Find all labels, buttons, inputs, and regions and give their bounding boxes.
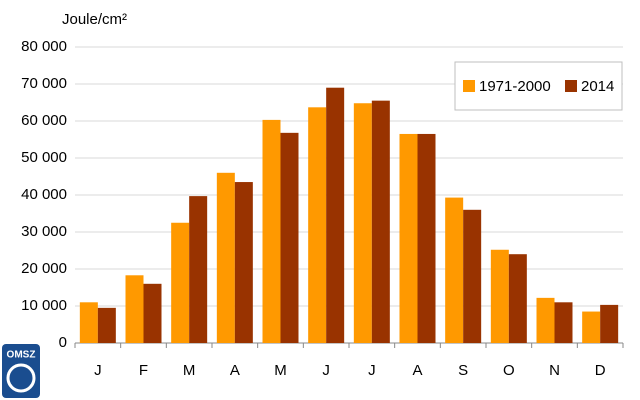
x-tick-label: N <box>549 362 560 379</box>
bar <box>234 182 253 343</box>
bar <box>280 132 299 343</box>
bar <box>417 133 436 343</box>
legend-swatch <box>565 80 577 92</box>
y-tick-label: 70 000 <box>21 75 67 92</box>
legend-box <box>454 61 623 111</box>
x-tick-label: M <box>274 362 287 379</box>
y-tick-label: 20 000 <box>21 260 67 277</box>
x-tick-label: S <box>458 362 468 379</box>
y-tick-label: 50 000 <box>21 149 67 166</box>
bar <box>445 197 464 343</box>
x-tick-label: J <box>368 362 376 379</box>
legend-label: 1971-2000 <box>479 78 551 95</box>
logo-text: OMSZ <box>7 350 36 361</box>
y-tick-label: 40 000 <box>21 186 67 203</box>
y-tick-label: 0 <box>59 334 67 351</box>
bar <box>262 119 281 343</box>
legend-label: 2014 <box>581 78 614 95</box>
bar <box>97 307 116 343</box>
bar <box>536 297 555 343</box>
bar <box>189 196 208 343</box>
logo: OMSZ <box>2 344 40 398</box>
y-tick-label: 60 000 <box>21 112 67 129</box>
x-tick-label: F <box>139 362 148 379</box>
bar <box>143 283 162 343</box>
bar <box>125 275 144 343</box>
logo-emblem <box>6 363 36 393</box>
bar <box>216 172 235 343</box>
bar <box>326 87 345 343</box>
legend-swatch <box>463 80 475 92</box>
x-tick-label: D <box>595 362 606 379</box>
x-tick-label: A <box>412 362 422 379</box>
bar <box>490 249 509 343</box>
y-tick-label: 10 000 <box>21 297 67 314</box>
x-tick-label: O <box>503 362 515 379</box>
bar <box>353 103 372 344</box>
bar <box>554 302 573 343</box>
bar <box>371 100 390 344</box>
bar <box>308 107 327 343</box>
bar <box>399 133 418 343</box>
x-tick-label: M <box>183 362 196 379</box>
y-tick-label: 80 000 <box>21 38 67 55</box>
bar <box>79 302 98 343</box>
x-tick-label: J <box>94 362 102 379</box>
bar <box>600 304 619 343</box>
y-axis-label: Joule/cm² <box>62 11 127 28</box>
x-tick-label: A <box>230 362 240 379</box>
bar <box>171 222 190 343</box>
bar <box>463 209 482 343</box>
bar <box>582 311 601 343</box>
bar <box>508 254 527 343</box>
logo-badge <box>2 344 40 398</box>
y-tick-label: 30 000 <box>21 223 67 240</box>
x-tick-label: J <box>322 362 330 379</box>
